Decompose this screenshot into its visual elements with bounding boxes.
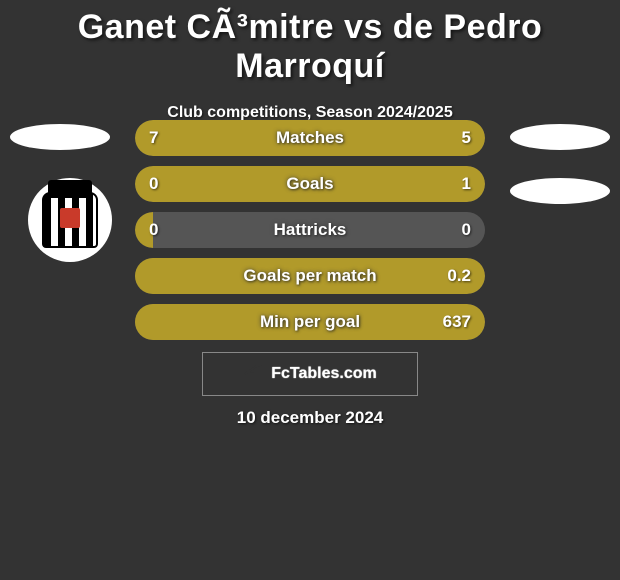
- stat-value-left: 7: [149, 128, 158, 148]
- stat-row: 7 Matches 5: [135, 120, 485, 156]
- stat-value-left: 0: [149, 174, 158, 194]
- stat-value-right: 0: [462, 220, 471, 240]
- stat-value-right: 0.2: [447, 266, 471, 286]
- stats-container: 7 Matches 5 0 Goals 1 0 Hattricks 0 Goals per mat…: [135, 120, 485, 350]
- club-badge-icon: [42, 192, 98, 248]
- stat-label: Hattricks: [274, 220, 347, 240]
- stat-row: Min per goal 637: [135, 304, 485, 340]
- stat-label: Goals: [286, 174, 333, 194]
- stat-label: Min per goal: [260, 312, 360, 332]
- placeholder-ellipse-right-2: [510, 178, 610, 204]
- stat-value-right: 637: [443, 312, 471, 332]
- stat-row: 0 Hattricks 0: [135, 212, 485, 248]
- placeholder-ellipse-right-1: [510, 124, 610, 150]
- page-title: Ganet CÃ³mitre vs de Pedro Marroquí: [0, 0, 620, 86]
- club-badge-left: [28, 178, 112, 262]
- stat-value-right: 1: [462, 174, 471, 194]
- stat-row: 0 Goals 1: [135, 166, 485, 202]
- stat-label: Matches: [276, 128, 344, 148]
- placeholder-ellipse-left: [10, 124, 110, 150]
- stat-value-left: 0: [149, 220, 158, 240]
- date-label: 10 december 2024: [0, 408, 620, 428]
- brand-footer[interactable]: FcTables.com: [202, 352, 418, 396]
- stat-label: Goals per match: [243, 266, 376, 286]
- chart-icon: [243, 363, 265, 385]
- stat-value-right: 5: [462, 128, 471, 148]
- brand-label: FcTables.com: [271, 365, 377, 383]
- stat-row: Goals per match 0.2: [135, 258, 485, 294]
